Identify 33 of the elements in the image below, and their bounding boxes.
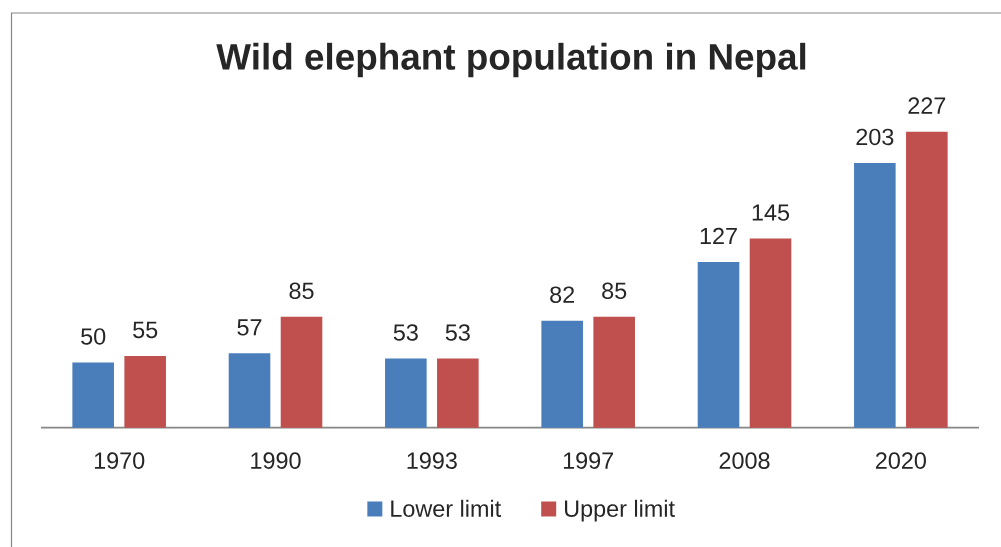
bar	[749, 238, 792, 428]
bar	[124, 355, 166, 428]
data-label: 85	[289, 282, 314, 300]
data-label: 55	[133, 321, 158, 339]
bar	[906, 131, 948, 428]
bar	[437, 358, 479, 428]
bar	[280, 316, 323, 428]
data-label: 82	[550, 286, 575, 303]
data-label: 57	[237, 319, 262, 336]
bar	[385, 358, 427, 428]
data-label: 203	[856, 128, 894, 146]
x-tick-label: 1993	[407, 452, 457, 469]
data-label: 50	[81, 328, 106, 345]
bar	[697, 262, 740, 428]
x-tick-label: 1997	[563, 452, 614, 469]
bar	[228, 353, 271, 428]
bar	[541, 320, 583, 428]
x-tick-label: 1970	[94, 452, 145, 469]
x-tick-label: 2020	[875, 452, 926, 469]
data-label: 145	[752, 204, 790, 221]
x-tick-label: 1990	[251, 452, 301, 469]
chart-title: Wild elephant population in Nepal	[216, 42, 806, 78]
bar	[72, 362, 114, 428]
x-tick-label: 2008	[719, 452, 770, 469]
legend-label: Lower limit	[391, 499, 501, 517]
data-label: 53	[393, 324, 418, 341]
legend-label: Upper limit	[565, 499, 675, 522]
bar	[854, 162, 896, 428]
bar	[593, 316, 635, 428]
data-label: 85	[602, 282, 627, 300]
data-label: 53	[445, 324, 470, 341]
data-label: 227	[908, 97, 946, 114]
data-label: 127	[700, 227, 737, 245]
